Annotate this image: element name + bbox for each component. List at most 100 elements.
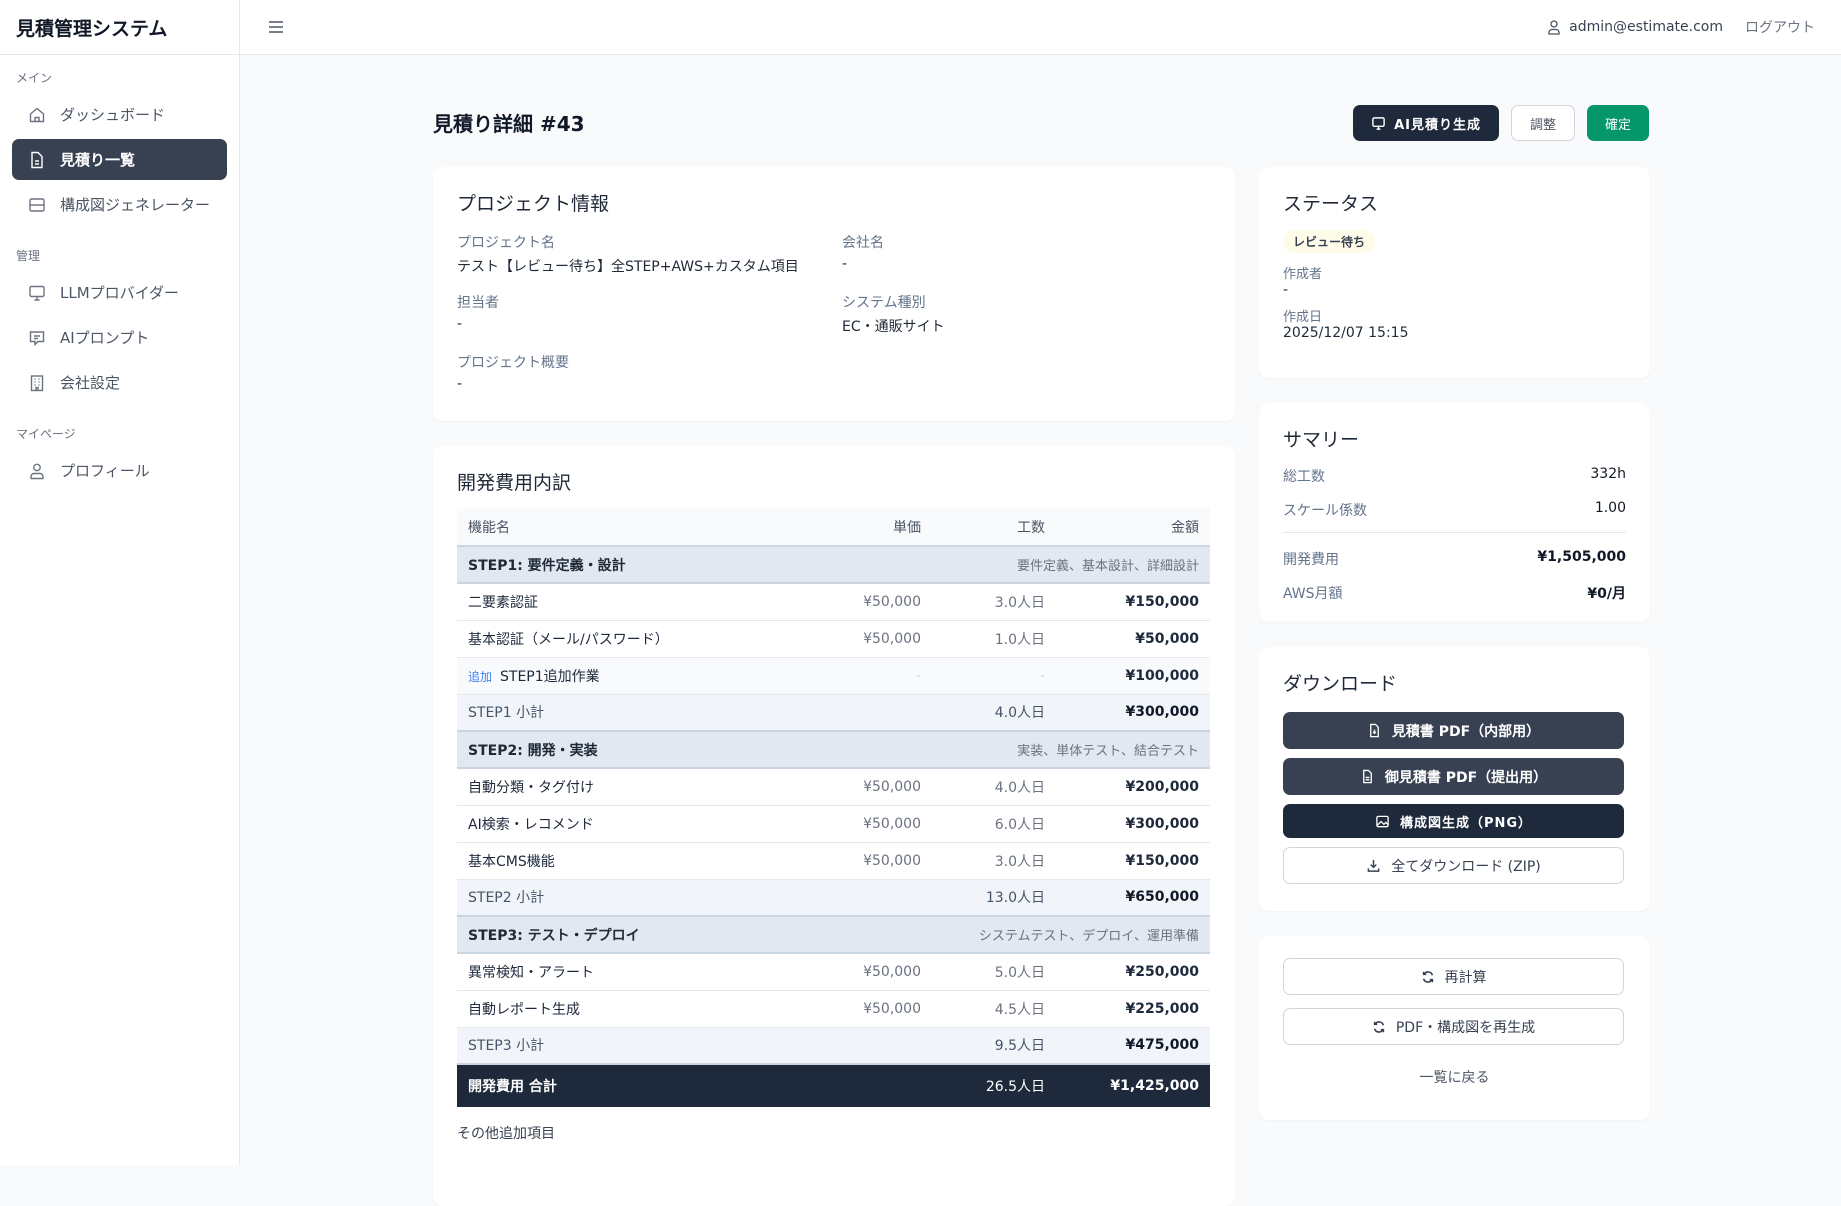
field-label: プロジェクト名 — [457, 235, 555, 251]
status-badge: レビュー待ち — [1283, 230, 1376, 253]
sidebar-item[interactable]: AIプロンプト — [12, 317, 227, 358]
hours: 4.5人日 — [932, 990, 1056, 1028]
summary-divider — [1283, 532, 1626, 533]
status-title: ステータス — [1283, 193, 1379, 215]
home-icon — [29, 107, 45, 122]
adjust-button[interactable]: 調整 — [1510, 105, 1575, 141]
field-label: 会社名 — [842, 235, 884, 251]
summary-value: 332h — [1590, 466, 1626, 482]
status-card: ステータス レビュー待ち 作成者 - 作成日 2025/12/07 15:15 — [1259, 167, 1650, 378]
table-row: 基本CMS機能 ¥50,000 3.0人日 ¥150,000 — [457, 842, 1210, 880]
amount: ¥150,000 — [1056, 583, 1210, 621]
cost-breakdown-title: 開発費用内訳 — [457, 472, 572, 494]
summary-row: 総工数 332h — [1283, 466, 1626, 486]
internal-pdf-label: 見積書 PDF（内部用） — [1391, 723, 1541, 740]
monitor-icon — [29, 285, 45, 301]
col-price: 単価 — [832, 508, 932, 547]
col-hours: 工数 — [932, 508, 1056, 547]
submission-pdf-button[interactable]: 御見積書 PDF（提出用） — [1283, 758, 1624, 795]
hours: 3.0人日 — [932, 842, 1056, 880]
summary-value: 1.00 — [1594, 500, 1626, 516]
file-download-icon — [1369, 723, 1379, 738]
summary-value: ¥0/月 — [1587, 586, 1626, 602]
sidebar-item[interactable]: ダッシュボード — [12, 94, 227, 135]
field-label: システム種別 — [842, 295, 926, 311]
feature-name: 基本CMS機能 — [457, 842, 832, 880]
diagram-png-button[interactable]: 構成図生成（PNG） — [1283, 804, 1624, 838]
sidebar-section-label: マイページ — [16, 427, 76, 441]
field-value: - — [842, 256, 848, 272]
table-row: 自動レポート生成 ¥50,000 4.5人日 ¥225,000 — [457, 990, 1210, 1028]
hours: - — [932, 657, 1056, 695]
download-card: ダウンロード 見積書 PDF（内部用） 御見積書 PDF（提出用） 構成図生成（… — [1259, 647, 1650, 911]
regenerate-button[interactable]: PDF・構成図を再生成 — [1283, 1008, 1624, 1045]
field-label: プロジェクト概要 — [457, 355, 569, 371]
total-row: 開発費用 合計 26.5人日 ¥1,425,000 — [457, 1064, 1210, 1107]
recalculate-label: 再計算 — [1444, 969, 1487, 986]
sidebar-section-label: メイン — [16, 71, 53, 85]
amount: ¥225,000 — [1056, 990, 1210, 1028]
subtotal-hours: 9.5人日 — [932, 1027, 1056, 1065]
unit-price: ¥50,000 — [832, 805, 932, 843]
subtotal-label: STEP3 小計 — [457, 1027, 932, 1065]
total-amount: ¥1,425,000 — [1056, 1064, 1210, 1107]
creator-value: - — [1283, 282, 1289, 298]
total-label: 開発費用 合計 — [457, 1064, 932, 1107]
total-hours: 26.5人日 — [932, 1064, 1056, 1107]
field-value: - — [457, 316, 463, 332]
sidebar-item[interactable]: プロフィール — [12, 450, 227, 491]
download-title: ダウンロード — [1283, 673, 1398, 695]
hours: 1.0人日 — [932, 620, 1056, 658]
refresh-icon — [1373, 1020, 1385, 1033]
cost-breakdown-card: 開発費用内訳 機能名 単価 工数 金額 STEP1: 要件定義・設計 要件定義、基… — [433, 446, 1235, 1206]
feature-name: 自動分類・タグ付け — [457, 768, 832, 806]
download-icon — [1367, 859, 1380, 872]
diagram-icon — [29, 197, 45, 212]
project-info-title: プロジェクト情報 — [457, 193, 610, 215]
step-name: STEP1: 要件定義・設計 — [457, 546, 932, 584]
sidebar-item[interactable]: 見積り一覧 — [12, 139, 227, 180]
ai-estimate-button[interactable]: AI見積り生成 — [1353, 105, 1499, 141]
step-description: システムテスト、デプロイ、運用準備 — [932, 916, 1210, 954]
other-items-label: その他追加項目 — [457, 1126, 555, 1142]
document-icon — [31, 151, 43, 168]
project-field: プロジェクト概要 - — [457, 352, 842, 392]
feature-name-text: AI検索・レコメンド — [468, 816, 594, 833]
project-info-card: プロジェクト情報 プロジェクト名 テスト【レビュー待ち】全STEP+AWS+カスタ… — [433, 167, 1235, 421]
summary-row: スケール係数 1.00 — [1283, 500, 1626, 520]
monitor-icon — [1372, 116, 1385, 130]
logout-link[interactable]: ログアウト — [1745, 20, 1815, 36]
download-all-zip-button[interactable]: 全てダウンロード (ZIP) — [1283, 847, 1624, 884]
step-header-row: STEP1: 要件定義・設計 要件定義、基本設計、詳細設計 — [457, 546, 1210, 584]
sidebar-item-label: AIプロンプト — [60, 329, 150, 347]
amount: ¥50,000 — [1056, 620, 1210, 658]
internal-pdf-button[interactable]: 見積書 PDF（内部用） — [1283, 712, 1624, 749]
subtotal-label: STEP2 小計 — [457, 879, 932, 917]
sidebar-item[interactable]: 会社設定 — [12, 362, 227, 403]
sidebar-item[interactable]: 構成図ジェネレーター — [12, 184, 227, 225]
subtotal-hours: 13.0人日 — [932, 879, 1056, 917]
table-row: 基本認証（メール/パスワード） ¥50,000 1.0人日 ¥50,000 — [457, 620, 1210, 658]
back-to-list-link[interactable]: 一覧に戻る — [1419, 1070, 1490, 1086]
sidebar-item-label: 見積り一覧 — [60, 151, 136, 169]
subtotal-amount: ¥475,000 — [1056, 1027, 1210, 1065]
feature-name-text: STEP1追加作業 — [500, 668, 600, 685]
cost-table: 機能名 単価 工数 金額 STEP1: 要件定義・設計 要件定義、基本設計、詳細設… — [457, 508, 1210, 1107]
summary-label: 開発費用 — [1283, 552, 1339, 568]
subtotal-label: STEP1 小計 — [457, 694, 932, 732]
recalculate-button[interactable]: 再計算 — [1283, 958, 1624, 995]
amount: ¥150,000 — [1056, 842, 1210, 880]
hamburger-menu-icon[interactable] — [266, 17, 286, 37]
feature-name-text: 異常検知・アラート — [468, 964, 594, 981]
subtotal-row: STEP2 小計 13.0人日 ¥650,000 — [457, 879, 1210, 917]
summary-row: AWS月額 ¥0/月 — [1283, 583, 1626, 603]
summary-card: サマリー 総工数 332h スケール係数 1.00 開発費用 ¥1,505,000 AWS月… — [1259, 403, 1650, 622]
hours: 4.0人日 — [932, 768, 1056, 806]
user-icon — [1548, 20, 1560, 35]
sidebar-item-label: プロフィール — [60, 462, 150, 480]
confirm-button[interactable]: 確定 — [1586, 105, 1649, 141]
unit-price: ¥50,000 — [832, 768, 932, 806]
hours: 3.0人日 — [932, 583, 1056, 621]
sidebar-item-label: ダッシュボード — [60, 106, 166, 124]
sidebar-item[interactable]: LLMプロバイダー — [12, 272, 227, 313]
